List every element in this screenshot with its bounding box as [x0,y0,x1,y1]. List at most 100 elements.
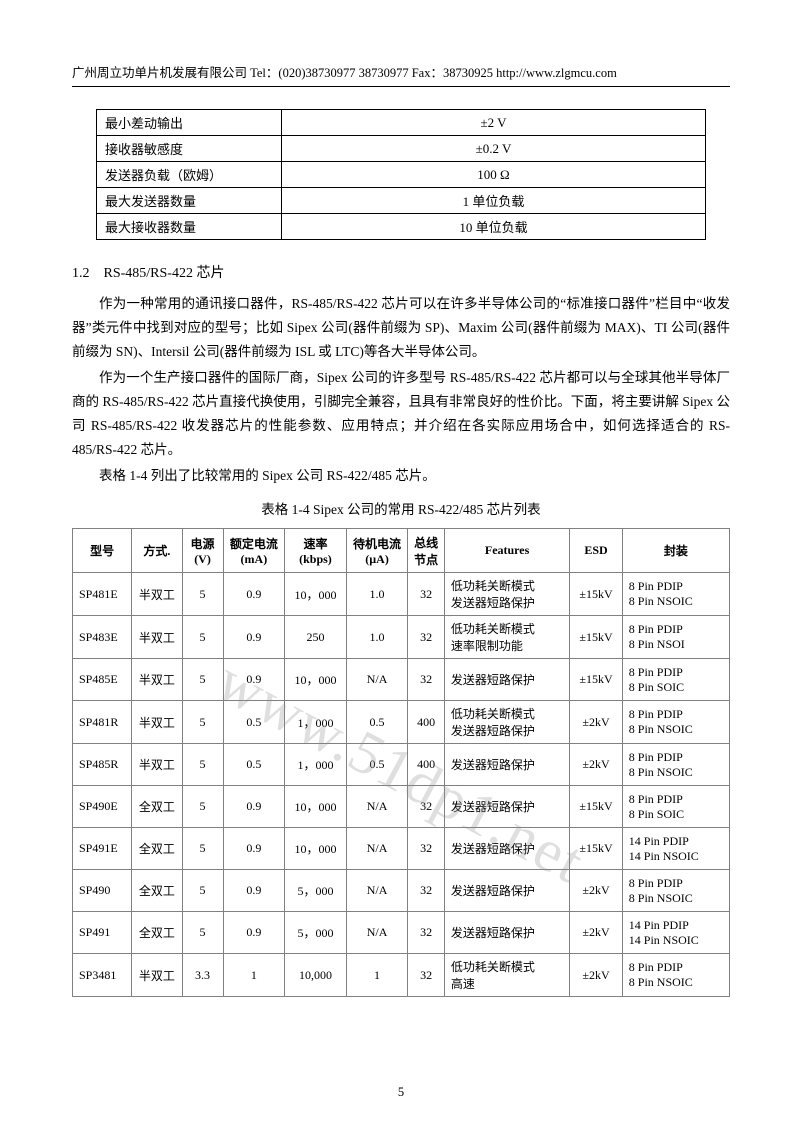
column-header: ESD [570,529,622,573]
table-row: SP483E半双工50.92501.032低功耗关断模式速率限制功能±15kV8… [73,616,730,659]
cell: 半双工 [132,573,182,616]
column-header: 待机电流(µA) [346,529,408,573]
cell: 8 Pin PDIP8 Pin NSOIC [622,744,729,786]
column-header: 型号 [73,529,132,573]
page-number: 5 [0,1085,802,1100]
cell: 0.5 [223,701,285,744]
section-title: RS-485/RS-422 芯片 [104,266,225,281]
cell: 5 [182,912,223,954]
table-row: SP485R半双工50.51，0000.5400发送器短路保护±2kV8 Pin… [73,744,730,786]
cell-value: ±2 V [282,110,706,136]
spec-table: 最小差动输出±2 V接收器敏感度±0.2 V发送器负载（欧姆）100 Ω最大发送… [96,109,706,240]
cell: 10，000 [285,828,347,870]
cell: ±15kV [570,659,622,701]
cell: 发送器短路保护 [444,744,569,786]
cell: 8 Pin PDIP8 Pin NSOIC [622,573,729,616]
table-row: SP491E全双工50.910，000N/A32发送器短路保护±15kV14 P… [73,828,730,870]
cell: 1，000 [285,701,347,744]
cell: N/A [346,912,408,954]
section-heading: 1.2 RS-485/RS-422 芯片 [72,262,730,282]
cell: 250 [285,616,347,659]
cell: ±15kV [570,616,622,659]
cell: SP485E [73,659,132,701]
cell: ±2kV [570,912,622,954]
cell: N/A [346,828,408,870]
cell: 0.9 [223,828,285,870]
cell: 32 [408,573,445,616]
cell: 5，000 [285,912,347,954]
chip-table-wrap: www.51dp1.net 型号方式.电源(V)额定电流(mA)速率(kbps)… [72,528,730,997]
cell-label: 最小差动输出 [97,110,282,136]
paragraph: 表格 1-4 列出了比较常用的 Sipex 公司 RS-422/485 芯片。 [72,464,730,488]
cell: 32 [408,828,445,870]
cell: 14 Pin PDIP14 Pin NSOIC [622,912,729,954]
column-header: 总线节点 [408,529,445,573]
cell: 32 [408,659,445,701]
cell: SP483E [73,616,132,659]
cell: 低功耗关断模式高速 [444,954,569,997]
column-header: 电源(V) [182,529,223,573]
cell: 发送器短路保护 [444,870,569,912]
table-row: SP3481半双工3.3110,000132低功耗关断模式高速±2kV8 Pin… [73,954,730,997]
cell: N/A [346,659,408,701]
table-row: 发送器负载（欧姆）100 Ω [97,162,706,188]
cell: 半双工 [132,616,182,659]
cell: 8 Pin PDIP8 Pin NSOIC [622,954,729,997]
cell: SP481E [73,573,132,616]
cell: 3.3 [182,954,223,997]
cell: 全双工 [132,870,182,912]
cell: 5 [182,616,223,659]
paragraph: 作为一种常用的通讯接口器件，RS-485/RS-422 芯片可以在许多半导体公司… [72,292,730,364]
table-row: SP490全双工50.95，000N/A32发送器短路保护±2kV8 Pin P… [73,870,730,912]
cell: 全双工 [132,786,182,828]
chip-table: 型号方式.电源(V)额定电流(mA)速率(kbps)待机电流(µA)总线节点Fe… [72,528,730,997]
cell: 0.9 [223,573,285,616]
cell: ±2kV [570,701,622,744]
paragraph: 作为一个生产接口器件的国际厂商，Sipex 公司的许多型号 RS-485/RS-… [72,366,730,462]
cell-value: 10 单位负载 [282,214,706,240]
cell: SP490 [73,870,132,912]
cell: 5 [182,659,223,701]
cell: 32 [408,870,445,912]
cell: 10,000 [285,954,347,997]
cell: 0.9 [223,870,285,912]
cell: 0.5 [346,744,408,786]
cell-label: 最大接收器数量 [97,214,282,240]
cell: N/A [346,870,408,912]
cell: 发送器短路保护 [444,786,569,828]
cell: 低功耗关断模式速率限制功能 [444,616,569,659]
table-row: 最大接收器数量10 单位负载 [97,214,706,240]
cell: N/A [346,786,408,828]
cell: 低功耗关断模式发送器短路保护 [444,701,569,744]
cell: SP485R [73,744,132,786]
cell: 5 [182,828,223,870]
cell: 低功耗关断模式发送器短路保护 [444,573,569,616]
cell: 10，000 [285,573,347,616]
column-header: Features [444,529,569,573]
page-header: 广州周立功单片机发展有限公司 Tel：(020)38730977 3873097… [72,62,730,87]
cell: 8 Pin PDIP8 Pin NSOIC [622,870,729,912]
cell: SP490E [73,786,132,828]
cell: 10，000 [285,786,347,828]
cell: 32 [408,912,445,954]
cell: 5 [182,870,223,912]
document-page: { "header": { "text": "广州周立功单片机发展有限公司 Te… [0,0,802,1134]
cell: 1.0 [346,573,408,616]
cell: ±2kV [570,744,622,786]
cell: 1.0 [346,616,408,659]
table-row: 接收器敏感度±0.2 V [97,136,706,162]
cell: 0.9 [223,616,285,659]
cell: 1 [346,954,408,997]
cell: 32 [408,616,445,659]
cell: 10，000 [285,659,347,701]
cell-value: 1 单位负载 [282,188,706,214]
cell-label: 发送器负载（欧姆） [97,162,282,188]
cell: 0.9 [223,912,285,954]
table-row: 最大发送器数量1 单位负载 [97,188,706,214]
cell: ±2kV [570,954,622,997]
cell-value: 100 Ω [282,162,706,188]
cell: 5，000 [285,870,347,912]
table-row: 最小差动输出±2 V [97,110,706,136]
cell: 32 [408,786,445,828]
cell: 8 Pin PDIP8 Pin NSOI [622,616,729,659]
